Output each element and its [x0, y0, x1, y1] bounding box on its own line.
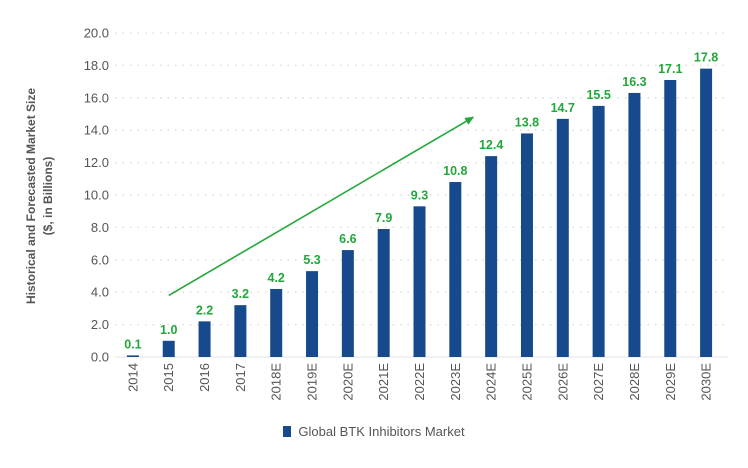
x-tick-label: 2027E	[591, 363, 606, 401]
data-label: 15.5	[586, 88, 610, 102]
bar-2029E	[664, 79, 677, 357]
data-label: 0.1	[124, 337, 141, 351]
bar-2017	[234, 305, 247, 357]
y-tick-label: 0.0	[91, 350, 109, 365]
x-tick-label: 2023E	[448, 363, 463, 401]
bar-2024E	[485, 156, 498, 357]
bar-2028E	[628, 92, 641, 357]
x-tick-label: 2026E	[555, 363, 570, 401]
data-label: 7.9	[375, 211, 392, 225]
y-tick-label: 2.0	[91, 317, 109, 332]
y-tick-label: 12.0	[84, 155, 109, 170]
y-tick-label: 6.0	[91, 252, 109, 267]
bar-2026E	[556, 118, 569, 357]
data-label: 2.2	[196, 303, 213, 317]
legend-label: Global BTK Inhibitors Market	[298, 424, 465, 439]
x-tick-label: 2022E	[412, 363, 427, 401]
bar-2027E	[592, 105, 605, 358]
y-axis-label-line2: ($, in Billions)	[41, 157, 55, 236]
data-label: 9.3	[411, 188, 428, 202]
data-label: 17.1	[658, 62, 682, 76]
bar-2014	[126, 355, 139, 357]
data-label: 10.8	[443, 164, 467, 178]
data-label: 3.2	[232, 287, 249, 301]
y-tick-label: 14.0	[84, 123, 109, 138]
bar-2020E	[341, 250, 354, 357]
bar-2023E	[449, 182, 462, 357]
x-tick-label: 2015	[161, 363, 176, 392]
y-tick-label: 8.0	[91, 220, 109, 235]
y-axis-label: Historical and Forecasted Market Size ($…	[24, 88, 55, 304]
bar-2018E	[270, 288, 283, 357]
legend: Global BTK Inhibitors Market	[0, 424, 748, 439]
x-tick-label: 2024E	[484, 363, 499, 401]
x-tick-label: 2025E	[519, 363, 534, 401]
bar-2022E	[413, 206, 426, 357]
y-tick-label: 4.0	[91, 285, 109, 300]
x-tick-label: 2028E	[627, 363, 642, 401]
y-tick-label: 18.0	[84, 58, 109, 73]
x-tick-label: 2017	[233, 363, 248, 392]
bar-2030E	[700, 68, 713, 357]
legend-swatch	[283, 426, 292, 437]
data-label: 4.2	[268, 271, 285, 285]
bar-2019E	[306, 271, 319, 357]
data-label: 12.4	[479, 138, 503, 152]
y-tick-label: 20.0	[84, 26, 109, 41]
data-label: 6.6	[339, 232, 356, 246]
x-tick-label: 2018E	[269, 363, 284, 401]
y-tick-label: 10.0	[84, 188, 109, 203]
x-tick-label: 2030E	[699, 363, 714, 401]
data-label: 5.3	[303, 253, 320, 267]
data-label: 16.3	[622, 75, 646, 89]
x-tick-label: 2029E	[663, 363, 678, 401]
x-tick-label: 2020E	[340, 363, 355, 401]
y-tick-label: 16.0	[84, 90, 109, 105]
data-label: 1.0	[160, 323, 177, 337]
y-axis-label-line1: Historical and Forecasted Market Size	[24, 88, 38, 304]
bar-2016	[198, 321, 211, 357]
bar-2015	[162, 340, 175, 357]
bar-2025E	[520, 133, 533, 357]
x-tick-label: 2016	[197, 363, 212, 392]
bar-2021E	[377, 229, 390, 357]
data-label: 14.7	[551, 101, 575, 115]
data-label: 13.8	[515, 115, 539, 129]
trend-arrow	[168, 116, 475, 297]
x-tick-label: 2021E	[376, 363, 391, 401]
data-label: 17.8	[694, 51, 718, 65]
x-tick-label: 2019E	[305, 363, 320, 401]
x-tick-label: 2014	[125, 363, 140, 392]
